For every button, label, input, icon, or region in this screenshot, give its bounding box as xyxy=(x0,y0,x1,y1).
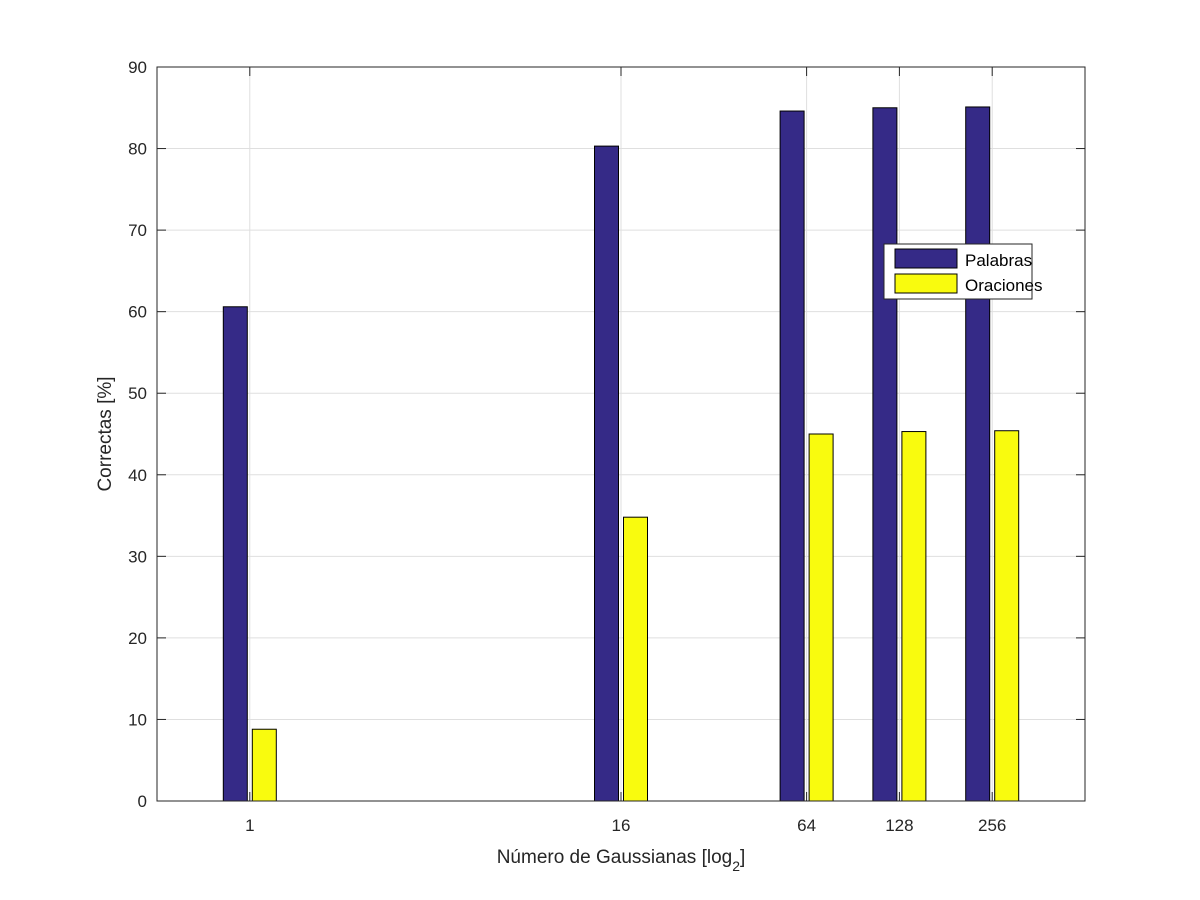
plot-area xyxy=(156,66,1086,802)
x-axis-label-close: ] xyxy=(740,847,745,868)
y-tick-labels: 0 10 20 30 40 50 60 70 80 90 xyxy=(128,58,147,811)
y-tick-label: 80 xyxy=(128,140,147,159)
x-tick-label: 256 xyxy=(978,816,1006,835)
grid-lines xyxy=(157,67,1085,801)
x-tick-label: 1 xyxy=(245,816,254,835)
x-tick-labels: 1 16 64 128 256 xyxy=(245,816,1006,835)
legend-label-palabras: Palabras xyxy=(965,251,1032,270)
x-tick-label: 16 xyxy=(612,816,631,835)
bar-palabras-256 xyxy=(965,106,991,802)
y-tick-label: 0 xyxy=(138,792,147,811)
y-tick-label: 50 xyxy=(128,384,147,403)
y-axis-label: Correctas [%] xyxy=(95,376,116,491)
bar-oraciones-64 xyxy=(808,433,834,802)
axis-ticks xyxy=(157,66,1085,802)
x-tick-label: 128 xyxy=(885,816,913,835)
bar-palabras-128 xyxy=(872,107,898,802)
legend-swatch-palabras xyxy=(894,248,958,269)
x-axis-label-main: Número de Gaussianas [log xyxy=(497,847,733,868)
y-tick-label: 70 xyxy=(128,221,147,240)
x-axis-label-subscript: 2 xyxy=(732,858,740,874)
x-tick-label: 64 xyxy=(797,816,816,835)
y-tick-label: 40 xyxy=(128,466,147,485)
bar-oraciones-16 xyxy=(623,516,648,802)
y-tick-label: 90 xyxy=(128,58,147,77)
bar-oraciones-1 xyxy=(251,728,277,802)
legend-swatch-oraciones xyxy=(894,273,958,294)
bar-palabras-1 xyxy=(222,306,248,802)
x-axis-label: Número de Gaussianas [log2] xyxy=(497,847,746,874)
bar-palabras-16 xyxy=(594,145,619,802)
bars xyxy=(222,106,1020,802)
y-tick-label: 20 xyxy=(128,629,147,648)
y-tick-label: 30 xyxy=(128,547,147,566)
legend: Palabras Oraciones xyxy=(883,243,1042,300)
y-tick-label: 10 xyxy=(128,710,147,729)
bar-palabras-64 xyxy=(779,110,805,802)
bar-oraciones-256 xyxy=(994,430,1020,802)
y-tick-label: 60 xyxy=(128,303,147,322)
bar-oraciones-128 xyxy=(901,431,927,802)
legend-label-oraciones: Oraciones xyxy=(965,276,1042,295)
